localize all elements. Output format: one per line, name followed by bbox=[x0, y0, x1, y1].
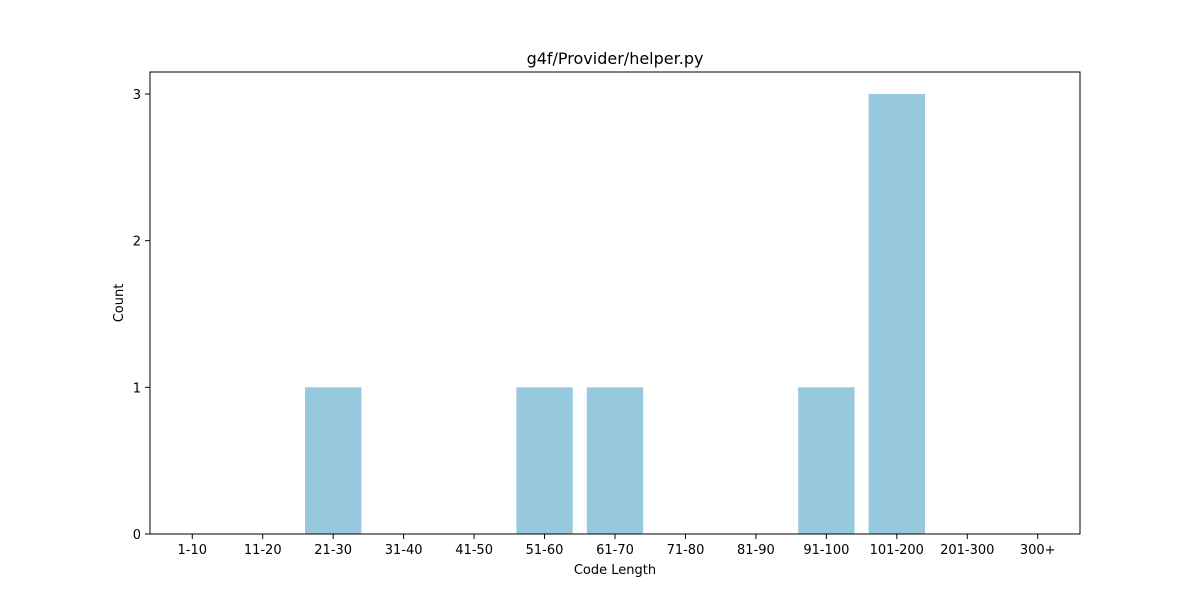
x-tick-label: 101-200 bbox=[870, 543, 924, 558]
x-tick-label: 11-20 bbox=[244, 543, 282, 558]
x-tick-label: 21-30 bbox=[314, 543, 352, 558]
x-tick-label: 71-80 bbox=[667, 543, 705, 558]
bar-51-60 bbox=[516, 387, 573, 534]
bar-91-100 bbox=[798, 387, 855, 534]
bar-61-70 bbox=[586, 387, 644, 534]
x-tick-label: 1-10 bbox=[178, 543, 208, 558]
chart-title: g4f/Provider/helper.py bbox=[527, 49, 704, 68]
x-tick-label: 41-50 bbox=[455, 543, 493, 558]
plot-frame bbox=[149, 71, 1081, 535]
x-tick-label: 61-70 bbox=[596, 543, 634, 558]
x-tick-label: 91-100 bbox=[803, 543, 849, 558]
x-tick-label: 51-60 bbox=[526, 543, 564, 558]
bars-group bbox=[305, 94, 925, 534]
bar-101-200 bbox=[868, 94, 925, 534]
y-axis-ticks: 0 1 2 3 bbox=[133, 88, 150, 543]
y-tick-label: 0 bbox=[133, 528, 141, 543]
y-tick-label: 3 bbox=[133, 88, 141, 103]
y-axis-label: Count bbox=[112, 284, 127, 323]
x-tick-label: 201-300 bbox=[940, 543, 994, 558]
x-tick-label: 31-40 bbox=[385, 543, 423, 558]
x-tick-label: 300+ bbox=[1020, 543, 1056, 558]
y-tick-label: 1 bbox=[133, 381, 141, 396]
bar-21-30 bbox=[305, 387, 362, 534]
x-tick-label: 81-90 bbox=[737, 543, 775, 558]
x-axis-ticks: 1-10 11-20 21-30 31-40 41-50 51-60 61-70 71-80 8… bbox=[178, 534, 1056, 558]
x-axis-label: Code Length bbox=[574, 563, 656, 578]
y-tick-label: 2 bbox=[133, 235, 141, 250]
